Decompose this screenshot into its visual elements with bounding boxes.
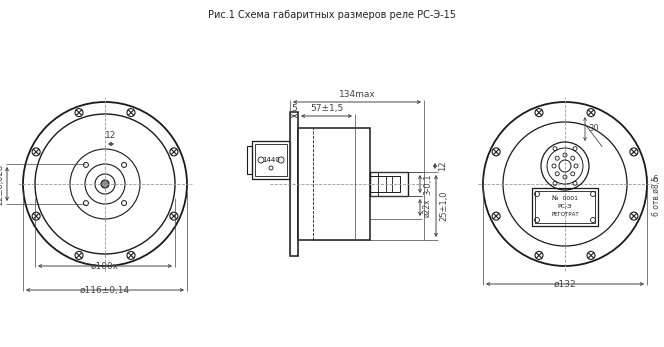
- Text: 134max: 134max: [339, 90, 375, 99]
- Bar: [298, 128, 370, 240]
- Text: 5: 5: [291, 104, 297, 113]
- Text: РС-Э: РС-Э: [558, 203, 572, 209]
- Text: №  0001: № 0001: [552, 195, 578, 201]
- Text: Рис.1 Схема габаритных размеров реле РС-Э-15: Рис.1 Схема габаритных размеров реле РС-…: [208, 10, 456, 20]
- Text: 57±1,5: 57±1,5: [310, 104, 343, 113]
- Text: РЕГОТРАТ: РЕГОТРАТ: [551, 212, 579, 217]
- Bar: [255, 144, 287, 176]
- Text: 12: 12: [438, 161, 447, 171]
- Text: 30: 30: [588, 124, 599, 133]
- Text: 6: 6: [652, 175, 657, 184]
- Text: ø100x: ø100x: [91, 262, 119, 271]
- Text: 22±0,028: 22±0,028: [0, 163, 4, 205]
- Bar: [535, 191, 595, 223]
- Text: ø22x: ø22x: [423, 198, 432, 217]
- Bar: [247, 146, 252, 174]
- Text: 1440: 1440: [262, 157, 280, 163]
- Bar: [252, 141, 290, 179]
- Text: 6 отв.ø8,5: 6 отв.ø8,5: [652, 176, 661, 216]
- Text: 3-0,1: 3-0,1: [423, 173, 432, 195]
- Bar: [532, 188, 598, 226]
- Bar: [290, 112, 298, 256]
- Text: 25±1,0: 25±1,0: [439, 191, 448, 221]
- Bar: [370, 172, 408, 196]
- Text: ø116±0,14: ø116±0,14: [80, 286, 130, 295]
- Circle shape: [101, 180, 109, 188]
- Text: ø132: ø132: [554, 280, 576, 289]
- Bar: [370, 176, 400, 192]
- Text: 12: 12: [106, 131, 117, 140]
